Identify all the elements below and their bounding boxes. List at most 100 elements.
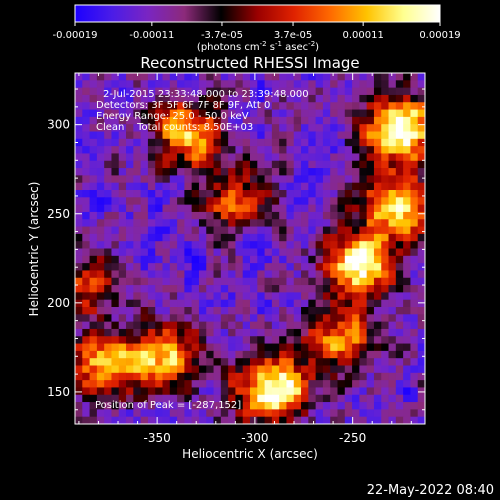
heatmap-cell: [388, 299, 397, 308]
heatmap-cell: [155, 182, 163, 191]
heatmap-cell: [191, 226, 200, 235]
heatmap-cell: [206, 292, 214, 301]
heatmap-cell: [169, 409, 178, 418]
colorbar-tick-label: -0.00019: [53, 30, 98, 41]
heatmap-cell: [308, 270, 317, 279]
heatmap-cell: [75, 73, 83, 81]
heatmap-cell: [308, 241, 317, 249]
heatmap-cell: [322, 328, 331, 337]
heatmap-cell: [279, 321, 287, 330]
heatmap-cell: [198, 146, 207, 154]
heatmap-cell: [388, 116, 397, 125]
heatmap-cell: [403, 314, 411, 323]
heatmap-cell: [257, 328, 265, 337]
heatmap-cell: [147, 263, 156, 271]
heatmap-cell: [184, 153, 193, 162]
heatmap-cell: [322, 263, 331, 271]
heatmap-cell: [104, 182, 112, 191]
heatmap-cell: [279, 387, 287, 396]
heatmap-cell: [271, 416, 280, 424]
heatmap-cell: [352, 365, 360, 374]
heatmap-cell: [315, 204, 324, 213]
heatmap-cell: [293, 270, 302, 279]
heatmap-cell: [228, 350, 236, 359]
heatmap-cell: [140, 394, 149, 403]
heatmap-cell: [155, 277, 163, 286]
heatmap-cell: [155, 219, 163, 227]
heatmap-cell: [169, 350, 178, 359]
heatmap-cell: [118, 102, 127, 110]
heatmap-cell: [337, 372, 346, 381]
heatmap-cell: [82, 336, 90, 344]
heatmap-cell: [177, 307, 185, 315]
heatmap-cell: [147, 102, 156, 110]
heatmap-cell: [206, 402, 214, 410]
heatmap-cell: [89, 160, 98, 169]
heatmap-cell: [264, 109, 273, 118]
heatmap-cell: [315, 299, 324, 308]
heatmap-cell: [133, 94, 142, 103]
heatmap-cell: [235, 387, 244, 396]
heatmap-cell: [140, 204, 149, 213]
heatmap-cell: [286, 255, 295, 264]
heatmap-cell: [162, 131, 171, 140]
heatmap-cell: [359, 219, 368, 227]
heatmap-cell: [198, 365, 207, 374]
heatmap-cell: [366, 131, 375, 140]
heatmap-cell: [82, 277, 90, 286]
heatmap-cell: [228, 197, 236, 206]
heatmap-cell: [279, 233, 287, 242]
heatmap-cell: [126, 80, 134, 89]
heatmap-cell: [381, 131, 389, 140]
heatmap-cell: [293, 292, 302, 301]
heatmap-cell: [111, 358, 120, 366]
heatmap-cell: [417, 328, 425, 337]
heatmap-cell: [111, 73, 120, 81]
heatmap-cell: [417, 365, 425, 374]
heatmap-cell: [111, 131, 120, 140]
heatmap-cell: [133, 160, 142, 169]
heatmap-cell: [337, 80, 346, 89]
heatmap-cell: [257, 87, 265, 96]
heatmap-cell: [373, 292, 382, 301]
colorbar-unit-label: (photons cm-2 s-1 asec-2): [197, 40, 319, 53]
heatmap-cell: [271, 102, 280, 110]
heatmap-cell: [250, 204, 258, 213]
heatmap-cell: [315, 350, 324, 359]
heatmap-cell: [417, 182, 425, 191]
heatmap-cell: [242, 358, 251, 366]
heatmap-cell: [155, 321, 163, 330]
heatmap-cell: [213, 365, 222, 374]
heatmap-cell: [257, 402, 265, 410]
heatmap-cell: [359, 416, 368, 424]
heatmap-cell: [235, 380, 244, 388]
heatmap-cell: [140, 277, 149, 286]
heatmap-cell: [213, 175, 222, 184]
heatmap-cell: [228, 116, 236, 125]
heatmap-cell: [417, 94, 425, 103]
heatmap-cell: [257, 292, 265, 301]
heatmap-cell: [352, 387, 360, 396]
heatmap-cell: [155, 358, 163, 366]
heatmap-cell: [147, 138, 156, 147]
heatmap-cell: [111, 211, 120, 220]
heatmap-cell: [96, 307, 105, 315]
heatmap-cell: [322, 233, 331, 242]
heatmap-cell: [344, 343, 353, 352]
heatmap-cell: [388, 226, 397, 235]
heatmap-cell: [75, 168, 83, 176]
heatmap-cell: [373, 175, 382, 184]
heatmap-cell: [162, 270, 171, 279]
heatmap-cell: [352, 402, 360, 410]
heatmap-cell: [315, 343, 324, 352]
heatmap-cell: [228, 358, 236, 366]
heatmap-cell: [118, 402, 127, 410]
heatmap-cell: [235, 343, 244, 352]
heatmap-cell: [286, 277, 295, 286]
heatmap-cell: [403, 80, 411, 89]
heatmap-cell: [235, 277, 244, 286]
heatmap-cell: [395, 416, 404, 424]
heatmap-cell: [140, 241, 149, 249]
heatmap-cell: [220, 87, 229, 96]
heatmap-cell: [184, 314, 193, 323]
